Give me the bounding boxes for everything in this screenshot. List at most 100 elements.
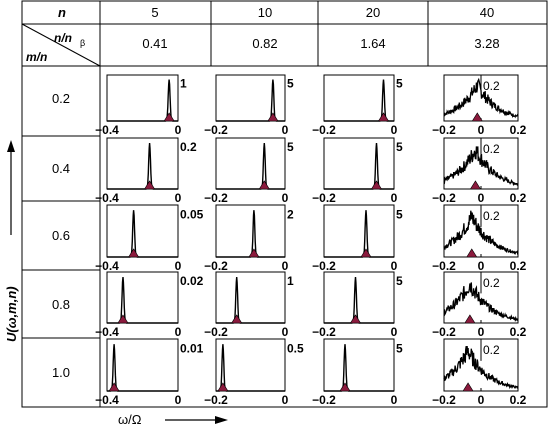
y-tick-label: 0.02 (180, 274, 204, 288)
spectrum-line (443, 210, 519, 256)
spectrum-panel: −0.2 0 5 (312, 271, 403, 339)
x-tick-label: −0.4 (95, 191, 119, 205)
y-tick-label: 0.2 (483, 343, 500, 357)
x-tick-label: −0.2 (204, 325, 228, 339)
peak-marker (370, 180, 383, 190)
peak-marker (258, 180, 270, 190)
spectrum-panel: −0.2 0 0.2 0.2 (432, 338, 527, 407)
y-tick-label: 0.2 (483, 79, 500, 93)
spectrum-panel: −0.2 0 5 (312, 338, 403, 407)
spectrum-line (216, 79, 285, 122)
spectrum-panel: −0.2 0 0.2 0.2 (432, 137, 527, 205)
peak-marker (471, 112, 483, 122)
x-tick-label: −0.2 (432, 123, 456, 137)
spectrum-panel: −0.4 0 0.02 (95, 271, 204, 339)
spectrum-line (443, 146, 519, 187)
panel-frame (323, 137, 395, 190)
y-tick-label: 1 (287, 274, 294, 288)
x-tick-label: −0.2 (312, 259, 336, 273)
panel-frame (106, 137, 179, 190)
x-tick-label: −0.2 (432, 393, 456, 407)
panel-frame (215, 338, 286, 392)
panel-frame (106, 338, 179, 392)
spectrum-line (107, 79, 178, 122)
peak-marker (117, 314, 129, 324)
x-tick-label: −0.2 (204, 259, 228, 273)
spectrum-line (443, 282, 519, 323)
x-tick-label: 0 (478, 123, 485, 137)
x-tick-label: 0 (478, 393, 485, 407)
peak-marker (349, 314, 362, 324)
y-tick-label: 5 (396, 76, 403, 90)
spectrum-panel: −0.4 0 0.2 (95, 137, 197, 205)
spectrum-line (107, 143, 178, 190)
x-tick-label: 0 (175, 123, 182, 137)
spectrum-line (324, 344, 394, 392)
x-tick-label: 0 (282, 325, 289, 339)
n-value-40: 40 (480, 5, 494, 20)
table-frame (21, 0, 548, 408)
spectrum-panel: −0.2 0 0.2 0.2 (432, 271, 527, 339)
x-tick-label: 0 (391, 393, 398, 407)
ratio-label-bottom: m/n (26, 50, 47, 64)
row-label-0.8: 0.8 (52, 297, 70, 312)
panel-frame (215, 137, 286, 190)
y-axis-label: U(ω,m,n) (4, 286, 19, 342)
x-tick-label: −0.4 (95, 325, 119, 339)
panel-frame (323, 271, 395, 324)
x-tick-label: −0.2 (204, 393, 228, 407)
x-tick-label: 0.2 (510, 191, 527, 205)
y-tick-label: 5 (396, 341, 403, 355)
ratio-label-top: n/n (54, 31, 72, 45)
spectrum-line (324, 143, 394, 190)
spectrum-panel: −0.2 0 5 (312, 204, 403, 273)
x-tick-label: 0 (282, 123, 289, 137)
y-tick-label: 5 (287, 140, 294, 154)
ratio-label-sub: β (80, 38, 85, 48)
panel-frame (323, 338, 395, 392)
x-tick-label: 0.2 (510, 259, 527, 273)
peak-marker (377, 112, 390, 122)
spectrum-line (443, 345, 519, 390)
x-tick-label: −0.2 (204, 123, 228, 137)
row-label-0.4: 0.4 (52, 161, 70, 176)
x-tick-label: 0 (282, 191, 289, 205)
x-tick-label: 0 (282, 393, 289, 407)
x-tick-label: −0.2 (312, 123, 336, 137)
peak-marker (231, 314, 243, 324)
row-label-0.2: 0.2 (52, 91, 70, 106)
peak-marker (339, 382, 351, 392)
x-tick-label: −0.4 (95, 393, 119, 407)
x-tick-label: 0 (175, 191, 182, 205)
y-axis-arrow (7, 140, 15, 235)
peak-marker (217, 382, 229, 392)
row-label-0.6: 0.6 (52, 228, 70, 243)
panel-frame (106, 204, 179, 258)
panel-frame (106, 271, 179, 324)
y-tick-label: 0.2 (483, 276, 500, 290)
spectrum-panel: −0.4 0 1 (95, 74, 187, 137)
spectrum-line (324, 210, 394, 258)
x-tick-label: −0.2 (312, 325, 336, 339)
panel-frame (215, 204, 286, 258)
x-axis-arrow (165, 416, 228, 424)
x-tick-label: 0 (391, 123, 398, 137)
x-axis-label: ω/Ω (118, 412, 142, 427)
spectrum-panel: −0.2 0 5 (312, 74, 403, 137)
spectrum-panel: −0.2 0 1 (204, 271, 294, 339)
peak-marker (267, 112, 279, 122)
spectrum-line (216, 143, 285, 190)
spectrum-line (324, 277, 394, 324)
ratio-value-10: 0.82 (252, 36, 277, 51)
row-label-1.0: 1.0 (52, 365, 70, 380)
peak-marker (464, 314, 476, 324)
spectrum-panel: −0.2 0 0.5 (204, 338, 304, 407)
x-tick-label: 0 (478, 191, 485, 205)
spectrum-panel: −0.2 0 0.2 0.2 (432, 204, 527, 273)
spectrum-line (107, 210, 178, 258)
y-tick-label: 5 (396, 274, 403, 288)
spectrum-panel: −0.2 0 5 (204, 74, 294, 137)
spectrum-line (216, 277, 285, 324)
spectrum-line (324, 79, 394, 122)
n-value-20: 20 (366, 5, 380, 20)
